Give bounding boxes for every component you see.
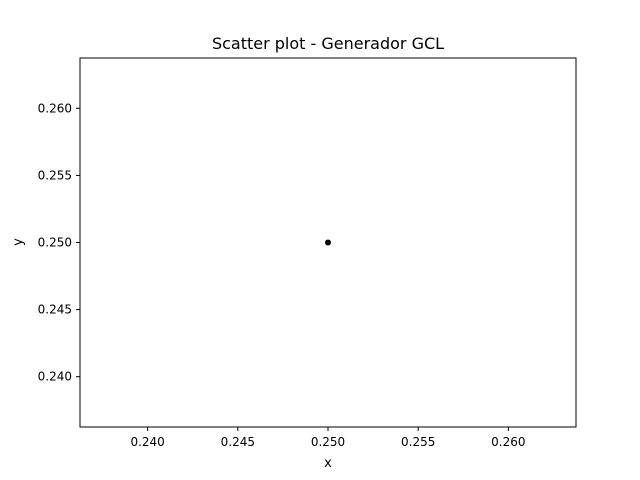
y-tick-label: 0.245 (38, 303, 72, 317)
y-tick-label: 0.240 (38, 370, 72, 384)
y-tick-label: 0.260 (38, 101, 72, 115)
y-axis-label: y (11, 238, 26, 246)
x-tick-label: 0.260 (491, 435, 525, 449)
data-points (325, 239, 331, 246)
x-tick-label: 0.240 (130, 435, 164, 449)
y-tick-label: 0.255 (38, 168, 72, 182)
x-tick-label: 0.245 (221, 435, 255, 449)
y-axis-ticks: 0.240 0.245 0.250 0.255 0.260 (38, 101, 80, 384)
plot-area-frame (79, 57, 577, 428)
x-tick-label: 0.255 (401, 435, 435, 449)
x-axis-label: x (324, 456, 332, 471)
y-tick-label: 0.250 (38, 236, 72, 250)
scatter-point (325, 239, 331, 246)
x-axis-ticks: 0.240 0.245 0.250 0.255 0.260 (130, 427, 526, 449)
x-tick-label: 0.250 (311, 435, 345, 449)
chart-title: Scatter plot - Generador GCL (212, 34, 444, 53)
